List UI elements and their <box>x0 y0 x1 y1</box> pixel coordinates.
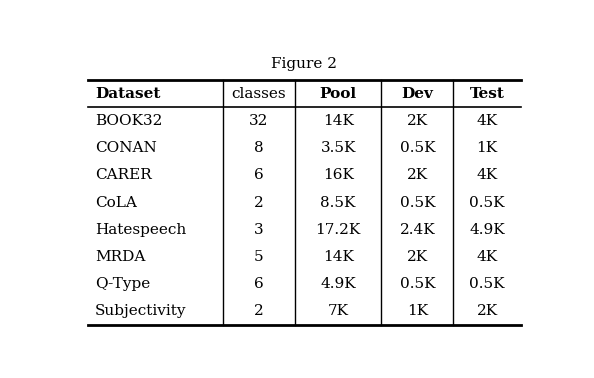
Text: CONAN: CONAN <box>95 141 157 155</box>
Text: classes: classes <box>232 87 286 101</box>
Text: 32: 32 <box>249 114 268 128</box>
Text: Dataset: Dataset <box>95 87 160 101</box>
Text: 8: 8 <box>254 141 264 155</box>
Text: Dev: Dev <box>402 87 434 101</box>
Text: 4K: 4K <box>476 114 498 128</box>
Text: 4.9K: 4.9K <box>320 277 356 291</box>
Text: 2: 2 <box>254 195 264 209</box>
Text: 16K: 16K <box>323 168 353 182</box>
Text: 7K: 7K <box>327 304 349 318</box>
Text: MRDA: MRDA <box>95 250 146 264</box>
Text: 2K: 2K <box>476 304 498 318</box>
Text: 8.5K: 8.5K <box>320 195 356 209</box>
Text: 4K: 4K <box>476 250 498 264</box>
Text: 4K: 4K <box>476 168 498 182</box>
Text: BOOK32: BOOK32 <box>95 114 162 128</box>
Text: 0.5K: 0.5K <box>400 277 435 291</box>
Text: 3: 3 <box>254 223 264 237</box>
Text: Subjectivity: Subjectivity <box>95 304 187 318</box>
Text: 14K: 14K <box>323 250 353 264</box>
Text: 0.5K: 0.5K <box>469 195 505 209</box>
Text: 2K: 2K <box>407 114 428 128</box>
Text: 17.2K: 17.2K <box>315 223 361 237</box>
Text: 2K: 2K <box>407 168 428 182</box>
Text: 3.5K: 3.5K <box>320 141 356 155</box>
Text: Q-Type: Q-Type <box>95 277 150 291</box>
Text: 0.5K: 0.5K <box>400 141 435 155</box>
Text: Hatespeech: Hatespeech <box>95 223 186 237</box>
Text: Test: Test <box>470 87 504 101</box>
Text: 0.5K: 0.5K <box>469 277 505 291</box>
Text: Pool: Pool <box>320 87 356 101</box>
Text: 5: 5 <box>254 250 264 264</box>
Text: 1K: 1K <box>407 304 428 318</box>
Text: 14K: 14K <box>323 114 353 128</box>
Text: 2.4K: 2.4K <box>400 223 435 237</box>
Text: Figure 2: Figure 2 <box>271 57 337 71</box>
Text: 4.9K: 4.9K <box>469 223 505 237</box>
Text: CoLA: CoLA <box>95 195 137 209</box>
Text: 2: 2 <box>254 304 264 318</box>
Text: 6: 6 <box>254 168 264 182</box>
Text: 2K: 2K <box>407 250 428 264</box>
Text: 6: 6 <box>254 277 264 291</box>
Text: CARER: CARER <box>95 168 151 182</box>
Text: 1K: 1K <box>476 141 498 155</box>
Text: 0.5K: 0.5K <box>400 195 435 209</box>
